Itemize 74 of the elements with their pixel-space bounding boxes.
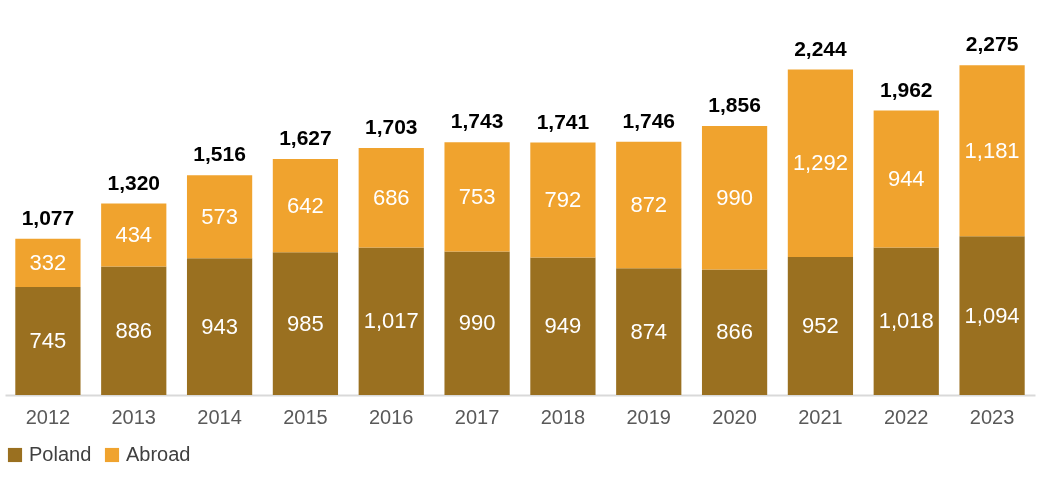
data-label: 1,017 (363, 308, 419, 334)
bar (873, 110, 939, 248)
x-tick-label: 2014 (197, 405, 242, 428)
bar (186, 258, 253, 395)
bar (959, 65, 1025, 237)
data-label: 874 (630, 318, 668, 344)
bar (530, 257, 596, 395)
bar (701, 269, 768, 395)
data-label: 990 (716, 184, 753, 210)
data-label: 952 (802, 312, 839, 338)
total-label: 1,516 (193, 142, 246, 166)
x-tick-label: 2015 (283, 405, 328, 428)
bar (787, 69, 854, 257)
total-label: 1,320 (107, 170, 161, 194)
bar (616, 268, 682, 395)
total-label: 1,741 (536, 109, 590, 133)
x-tick-label: 2021 (798, 405, 843, 428)
bar (444, 251, 510, 395)
data-label: 1,018 (878, 308, 934, 334)
x-tick-label: 2016 (369, 405, 414, 428)
bar (358, 247, 424, 395)
data-label: 434 (115, 222, 153, 248)
bar (358, 148, 424, 248)
data-label: 886 (115, 317, 153, 343)
data-label: 872 (630, 192, 668, 218)
total-label: 1,627 (279, 126, 332, 150)
bar (873, 247, 939, 395)
x-tick-label: 2018 (540, 405, 586, 428)
total-label: 1,962 (879, 77, 933, 101)
data-label: 1,181 (964, 137, 1020, 163)
data-label: 944 (887, 165, 925, 191)
bar (101, 203, 167, 267)
data-label: 990 (458, 310, 496, 336)
total-label: 1,743 (450, 109, 504, 133)
data-label: 642 (287, 192, 324, 218)
bar (616, 141, 682, 269)
data-label: 943 (201, 313, 238, 339)
bar (530, 142, 596, 258)
bar (444, 142, 510, 252)
x-tick-label: 2019 (626, 405, 671, 428)
bar (15, 286, 81, 395)
bar (701, 125, 768, 270)
data-label: 686 (372, 184, 410, 210)
legend-label: Abroad (126, 443, 191, 465)
x-tick-label: 2022 (884, 405, 929, 428)
data-label: 866 (716, 319, 753, 345)
bar (787, 256, 854, 395)
total-label: 1,077 (21, 205, 75, 229)
total-label: 1,703 (364, 115, 418, 139)
data-label: 573 (201, 203, 238, 229)
bar (15, 238, 81, 287)
total-label: 2,275 (965, 32, 1019, 56)
data-label: 792 (544, 186, 582, 212)
bar (959, 236, 1025, 395)
data-label: 753 (458, 183, 496, 209)
data-label: 332 (29, 249, 67, 275)
x-tick-label: 2023 (969, 405, 1015, 428)
data-label: 949 (544, 313, 582, 339)
bar (101, 266, 167, 395)
x-tick-label: 2013 (111, 405, 156, 428)
total-label: 1,746 (622, 108, 676, 132)
x-tick-label: 2020 (712, 405, 757, 428)
total-label: 2,244 (794, 36, 848, 60)
data-label: 1,292 (792, 150, 848, 176)
bar (272, 159, 339, 253)
x-tick-label: 2017 (454, 405, 500, 428)
x-tick-label: 2012 (25, 405, 71, 428)
data-label: 1,094 (964, 302, 1020, 328)
data-label: 745 (29, 327, 67, 353)
bar (186, 175, 253, 259)
legend-label: Poland (29, 443, 92, 465)
total-label: 1,856 (708, 92, 761, 116)
data-label: 985 (287, 310, 324, 336)
bar (272, 252, 339, 395)
